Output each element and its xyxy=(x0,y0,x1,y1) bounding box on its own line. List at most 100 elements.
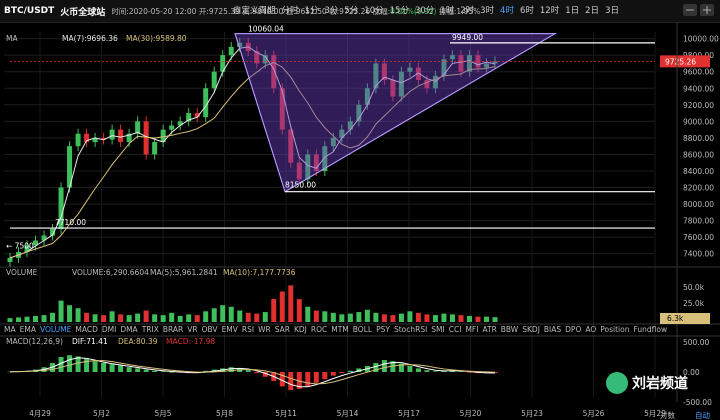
volume-axis-tick-1: 25.0k xyxy=(683,299,705,308)
volume-bar xyxy=(441,313,447,322)
price-axis-tick-8: 9000.00 xyxy=(683,117,714,126)
indicator-tab-bbw[interactable]: BBW xyxy=(500,325,519,334)
indicator-tab-ema[interactable]: EMA xyxy=(19,325,36,334)
pair-symbol[interactable]: BTC/USDT xyxy=(4,6,55,16)
volume-bar xyxy=(449,314,455,322)
timeframe-tab-16[interactable]: 3日 xyxy=(605,6,619,16)
macd-bar xyxy=(279,372,285,387)
indicator-tab-skdj[interactable]: SKDJ xyxy=(522,325,540,334)
price-axis-tick-9: 9200.00 xyxy=(683,101,714,110)
indicator-tab-ao[interactable]: AO xyxy=(585,325,597,334)
macd-bar xyxy=(152,370,158,372)
candle-body xyxy=(75,133,81,147)
time-axis-label-0: 4月29 xyxy=(29,409,51,418)
macd-bar xyxy=(92,361,98,372)
time-axis-label-7: 5月20 xyxy=(460,409,482,418)
timeframe-tab-15[interactable]: 2日 xyxy=(585,6,600,16)
indicator-tab-position[interactable]: Position xyxy=(600,325,630,334)
candle-body xyxy=(339,129,345,138)
indicator-tab-ma[interactable]: MA xyxy=(4,325,16,334)
channel-logo-icon xyxy=(606,372,628,394)
macd-bar xyxy=(58,357,64,372)
indicator-tab-fundflow[interactable]: Fundflow xyxy=(633,325,668,334)
indicator-tab-macd[interactable]: MACD xyxy=(75,325,98,334)
volume-bar xyxy=(296,299,302,322)
macd-bar xyxy=(84,358,90,372)
indicator-tab-mtm[interactable]: MTM xyxy=(331,325,349,334)
macd-bar xyxy=(407,366,413,372)
candle-body xyxy=(118,129,124,143)
macd-bar xyxy=(245,370,251,372)
time-axis-label-1: 5月2 xyxy=(93,409,110,418)
timeframe-tab-0[interactable]: 自定义周期 xyxy=(233,6,276,16)
timeframe-tab-10[interactable]: 3时 xyxy=(480,6,495,16)
timeframe-tab-11[interactable]: 4时 xyxy=(500,6,514,16)
indicator-tab-vr[interactable]: VR xyxy=(187,325,198,334)
timeframe-tab-1[interactable]: 分时 xyxy=(281,6,299,16)
indicator-tab-boll[interactable]: BOLL xyxy=(352,325,373,334)
timeframe-tab-9[interactable]: 2时 xyxy=(460,6,475,16)
indicator-tab-kdj[interactable]: KDJ xyxy=(293,325,307,334)
amplitude-value: 振幅:1.95% xyxy=(438,6,481,16)
timeframe-tab-7[interactable]: 30分 xyxy=(414,6,435,16)
candle-body xyxy=(101,137,107,140)
price-axis-tick-1: 7600.00 xyxy=(683,233,714,242)
volume-bar xyxy=(237,310,243,322)
candle-body xyxy=(313,154,319,171)
candle-body xyxy=(356,104,362,122)
timeframe-tab-13[interactable]: 12时 xyxy=(539,6,560,16)
volume-bar xyxy=(84,312,90,322)
time-axis-label-5: 5月14 xyxy=(337,409,359,418)
candle-body xyxy=(84,133,90,143)
macd-bar xyxy=(135,368,141,372)
candle-body xyxy=(92,137,98,143)
zoom-controls[interactable] xyxy=(682,3,716,17)
indicator-tab-volume[interactable]: VOLUME xyxy=(39,325,72,334)
indicator-tab-dmi[interactable]: DMI xyxy=(101,325,117,334)
macd-bar xyxy=(466,372,472,373)
macd-bar xyxy=(398,363,404,372)
indicator-tab-bias[interactable]: BIAS xyxy=(543,325,562,334)
macd-bar xyxy=(288,372,294,390)
volume-ma5-legend: MA(5):5,961.2841 xyxy=(150,268,218,277)
timeframe-tab-14[interactable]: 1日 xyxy=(565,6,580,16)
indicator-tab-atr[interactable]: ATR xyxy=(482,325,497,334)
candle-body xyxy=(475,55,481,68)
indicator-tab-smi[interactable]: SMI xyxy=(431,325,445,334)
indicator-tab-roc[interactable]: ROC xyxy=(310,325,328,334)
indicator-tab-psy[interactable]: PSY xyxy=(376,325,390,334)
candle-body xyxy=(203,88,209,118)
volume-axis-tick-0: 50.0k xyxy=(683,283,705,292)
macd-bar xyxy=(118,365,124,372)
low-value: 低:9651.50 xyxy=(285,6,327,16)
volume-bar xyxy=(194,315,200,322)
indicator-tab-dma[interactable]: DMA xyxy=(120,325,138,334)
price-axis-tick-3: 8000.00 xyxy=(683,200,714,209)
timeframe-tab-6[interactable]: 15分 xyxy=(389,6,409,16)
timeframe-tab-4[interactable]: 5分 xyxy=(344,6,359,16)
candle-body xyxy=(347,121,353,130)
macd-bar xyxy=(381,360,387,372)
timeframe-tab-8[interactable]: 1时 xyxy=(440,6,455,16)
indicator-tab-dpo[interactable]: DPO xyxy=(565,325,582,334)
indicator-tab-brar[interactable]: BRAR xyxy=(162,325,184,334)
indicator-tab-trix[interactable]: TRIX xyxy=(141,325,159,334)
indicator-tab-cci[interactable]: CCI xyxy=(448,325,462,334)
timeframe-tab-12[interactable]: 6时 xyxy=(519,6,534,16)
indicator-tab-wr[interactable]: WR xyxy=(258,325,271,334)
time-axis-label-3: 5月8 xyxy=(216,409,233,418)
chart-area[interactable]: 7400.00 7600.00 7800.00 8000.00 8200.00 8400.… xyxy=(0,22,720,420)
indicator-tab-rsi[interactable]: RSI xyxy=(241,325,255,334)
indicator-tab-stochrsi[interactable]: StochRSI xyxy=(393,325,428,334)
indicator-tab-obv[interactable]: OBV xyxy=(201,325,218,334)
timeframe-tab-2[interactable]: 1分 xyxy=(304,6,319,16)
timeframe-tab-3[interactable]: 3分 xyxy=(324,6,339,16)
macd-bar xyxy=(322,372,328,380)
timeframe-tab-5[interactable]: 10分 xyxy=(364,6,384,16)
volume-bar xyxy=(254,313,260,322)
volume-bar xyxy=(135,313,141,322)
indicator-tab-mfi[interactable]: MFI xyxy=(465,325,479,334)
indicator-tab-sar[interactable]: SAR xyxy=(274,325,290,334)
indicator-tab-emv[interactable]: EMV xyxy=(221,325,238,334)
candle-body xyxy=(305,154,311,180)
